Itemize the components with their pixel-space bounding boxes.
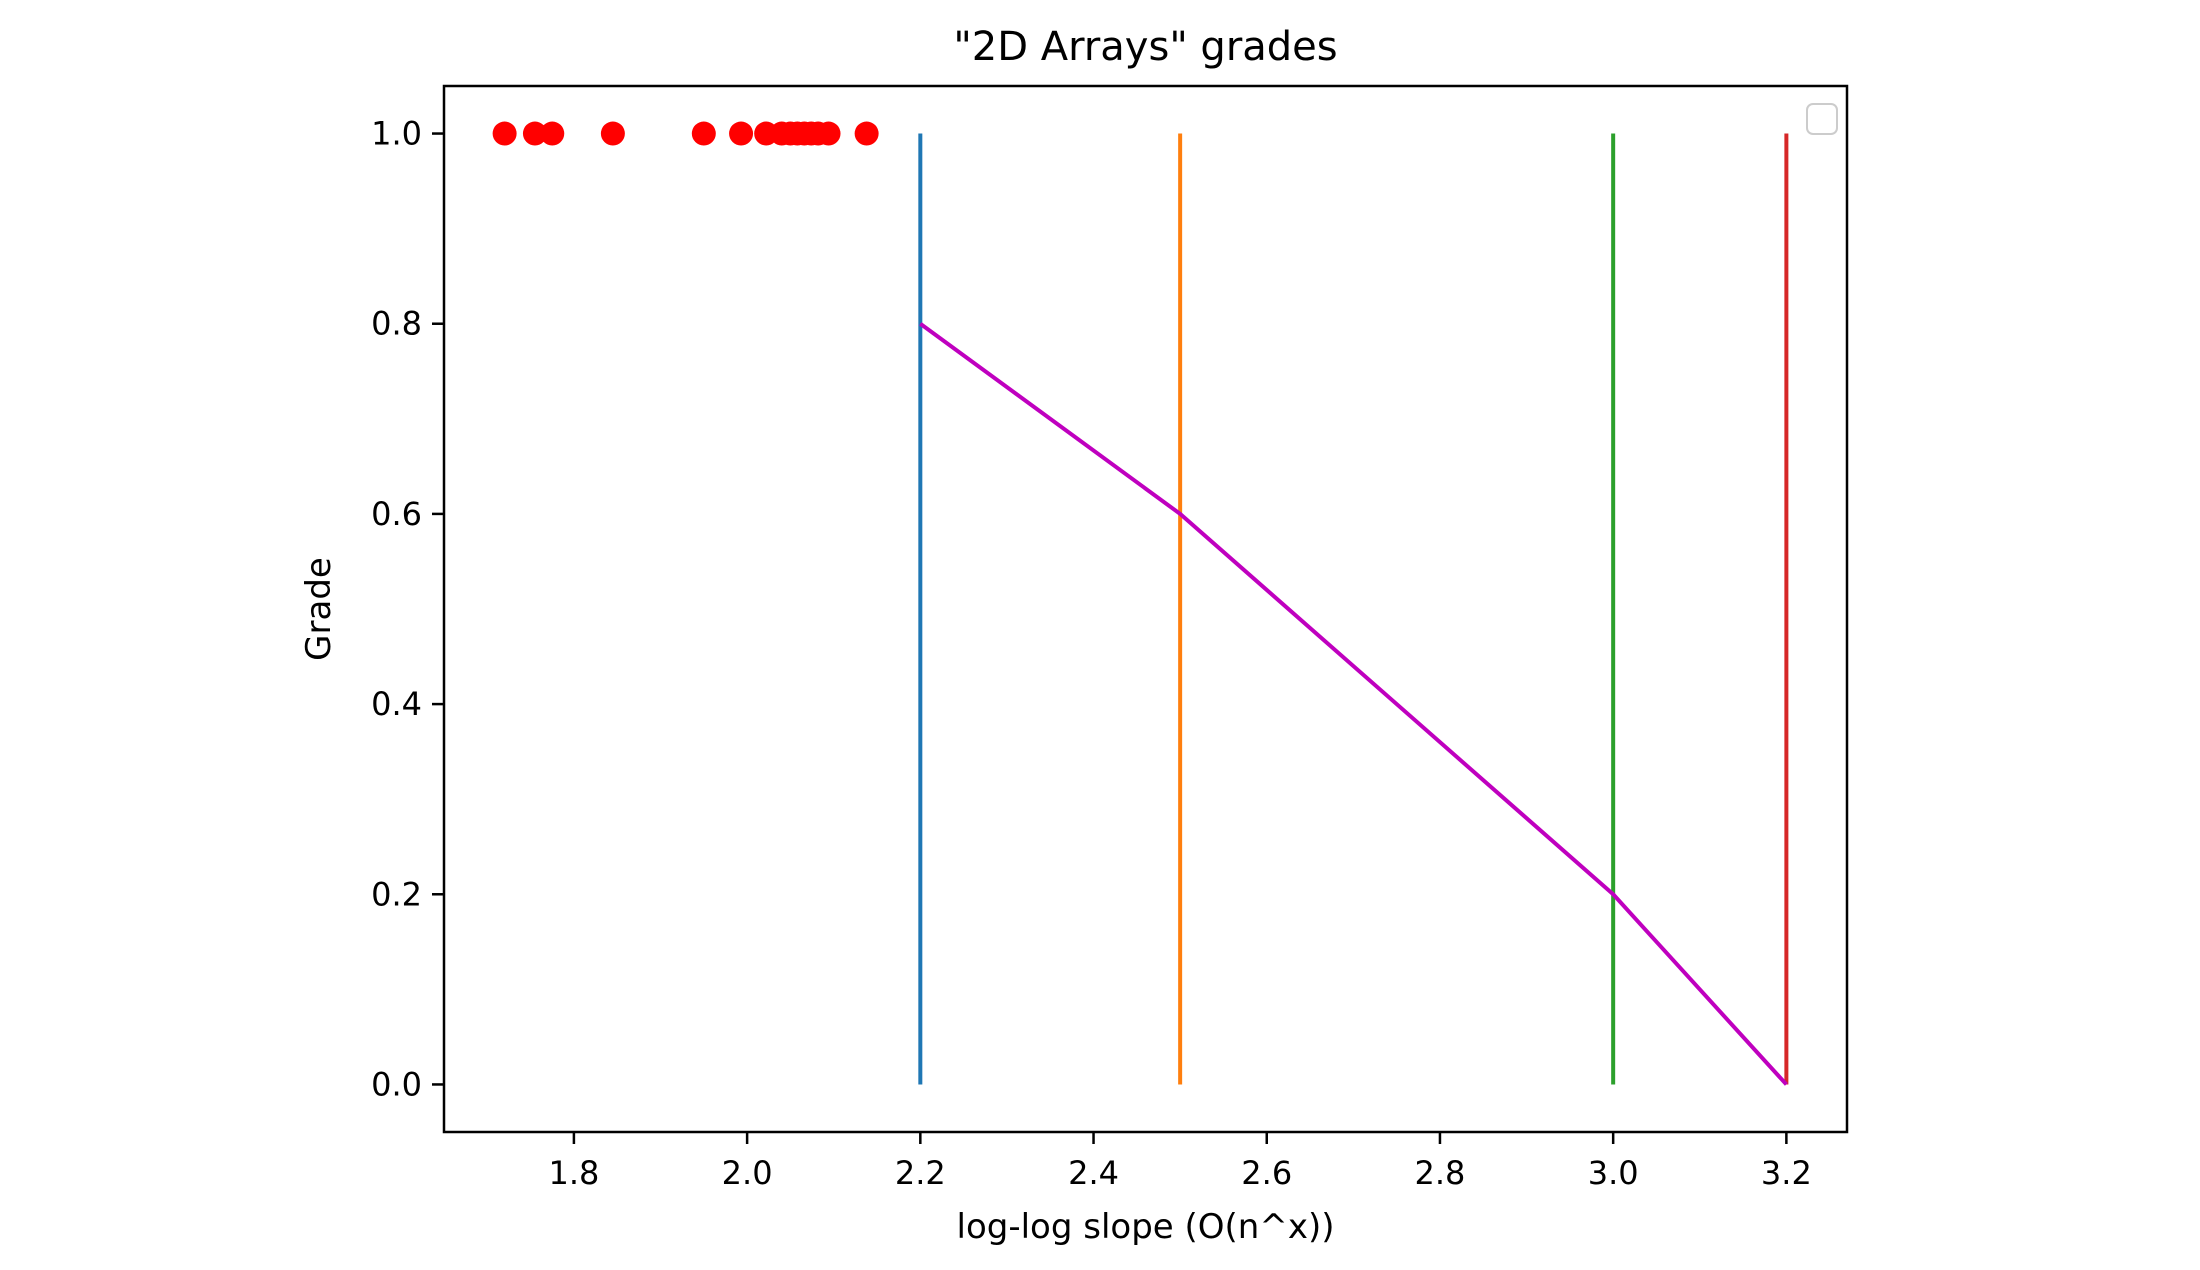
- scatter-point: [540, 121, 565, 146]
- x-tick-label: 2.6: [1241, 1154, 1292, 1192]
- scatter-point: [600, 121, 625, 146]
- scatter-point: [492, 121, 517, 146]
- axis-ticks: 1.8 2.0 2.2 2.4 2.6 2.8 3.0 3.2 0.0 0.2 0.4 0.6 0.8 1…: [371, 115, 1812, 1192]
- scatter-point: [854, 121, 879, 146]
- x-tick-label: 3.0: [1588, 1154, 1639, 1192]
- y-tick-label: 0.2: [371, 875, 422, 913]
- x-tick-label: 2.8: [1415, 1154, 1466, 1192]
- y-tick-label: 0.0: [371, 1065, 422, 1103]
- y-axis-label: Grade: [299, 557, 339, 661]
- y-tick-label: 0.6: [371, 495, 422, 533]
- chart-title: "2D Arrays" grades: [953, 24, 1337, 70]
- plot-marks: [492, 121, 1789, 1086]
- grade-curve-line: [919, 322, 1788, 1086]
- x-tick-label: 1.8: [548, 1154, 599, 1192]
- scatter-point: [816, 121, 841, 146]
- y-tick-label: 0.4: [371, 685, 422, 723]
- y-tick-label: 1.0: [371, 115, 422, 153]
- y-tick-label: 0.8: [371, 305, 422, 343]
- x-tick-label: 2.2: [895, 1154, 946, 1192]
- x-tick-label: 2.0: [722, 1154, 773, 1192]
- legend-box: [1806, 103, 1838, 135]
- scatter-point: [522, 121, 547, 146]
- scatter-point: [691, 121, 716, 146]
- plot-frame: [442, 84, 1849, 1134]
- x-axis-label: log-log slope (O(n^x)): [957, 1207, 1335, 1247]
- x-tick-label: 3.2: [1761, 1154, 1812, 1192]
- x-tick-label: 2.4: [1068, 1154, 1119, 1192]
- scatter-point: [729, 121, 754, 146]
